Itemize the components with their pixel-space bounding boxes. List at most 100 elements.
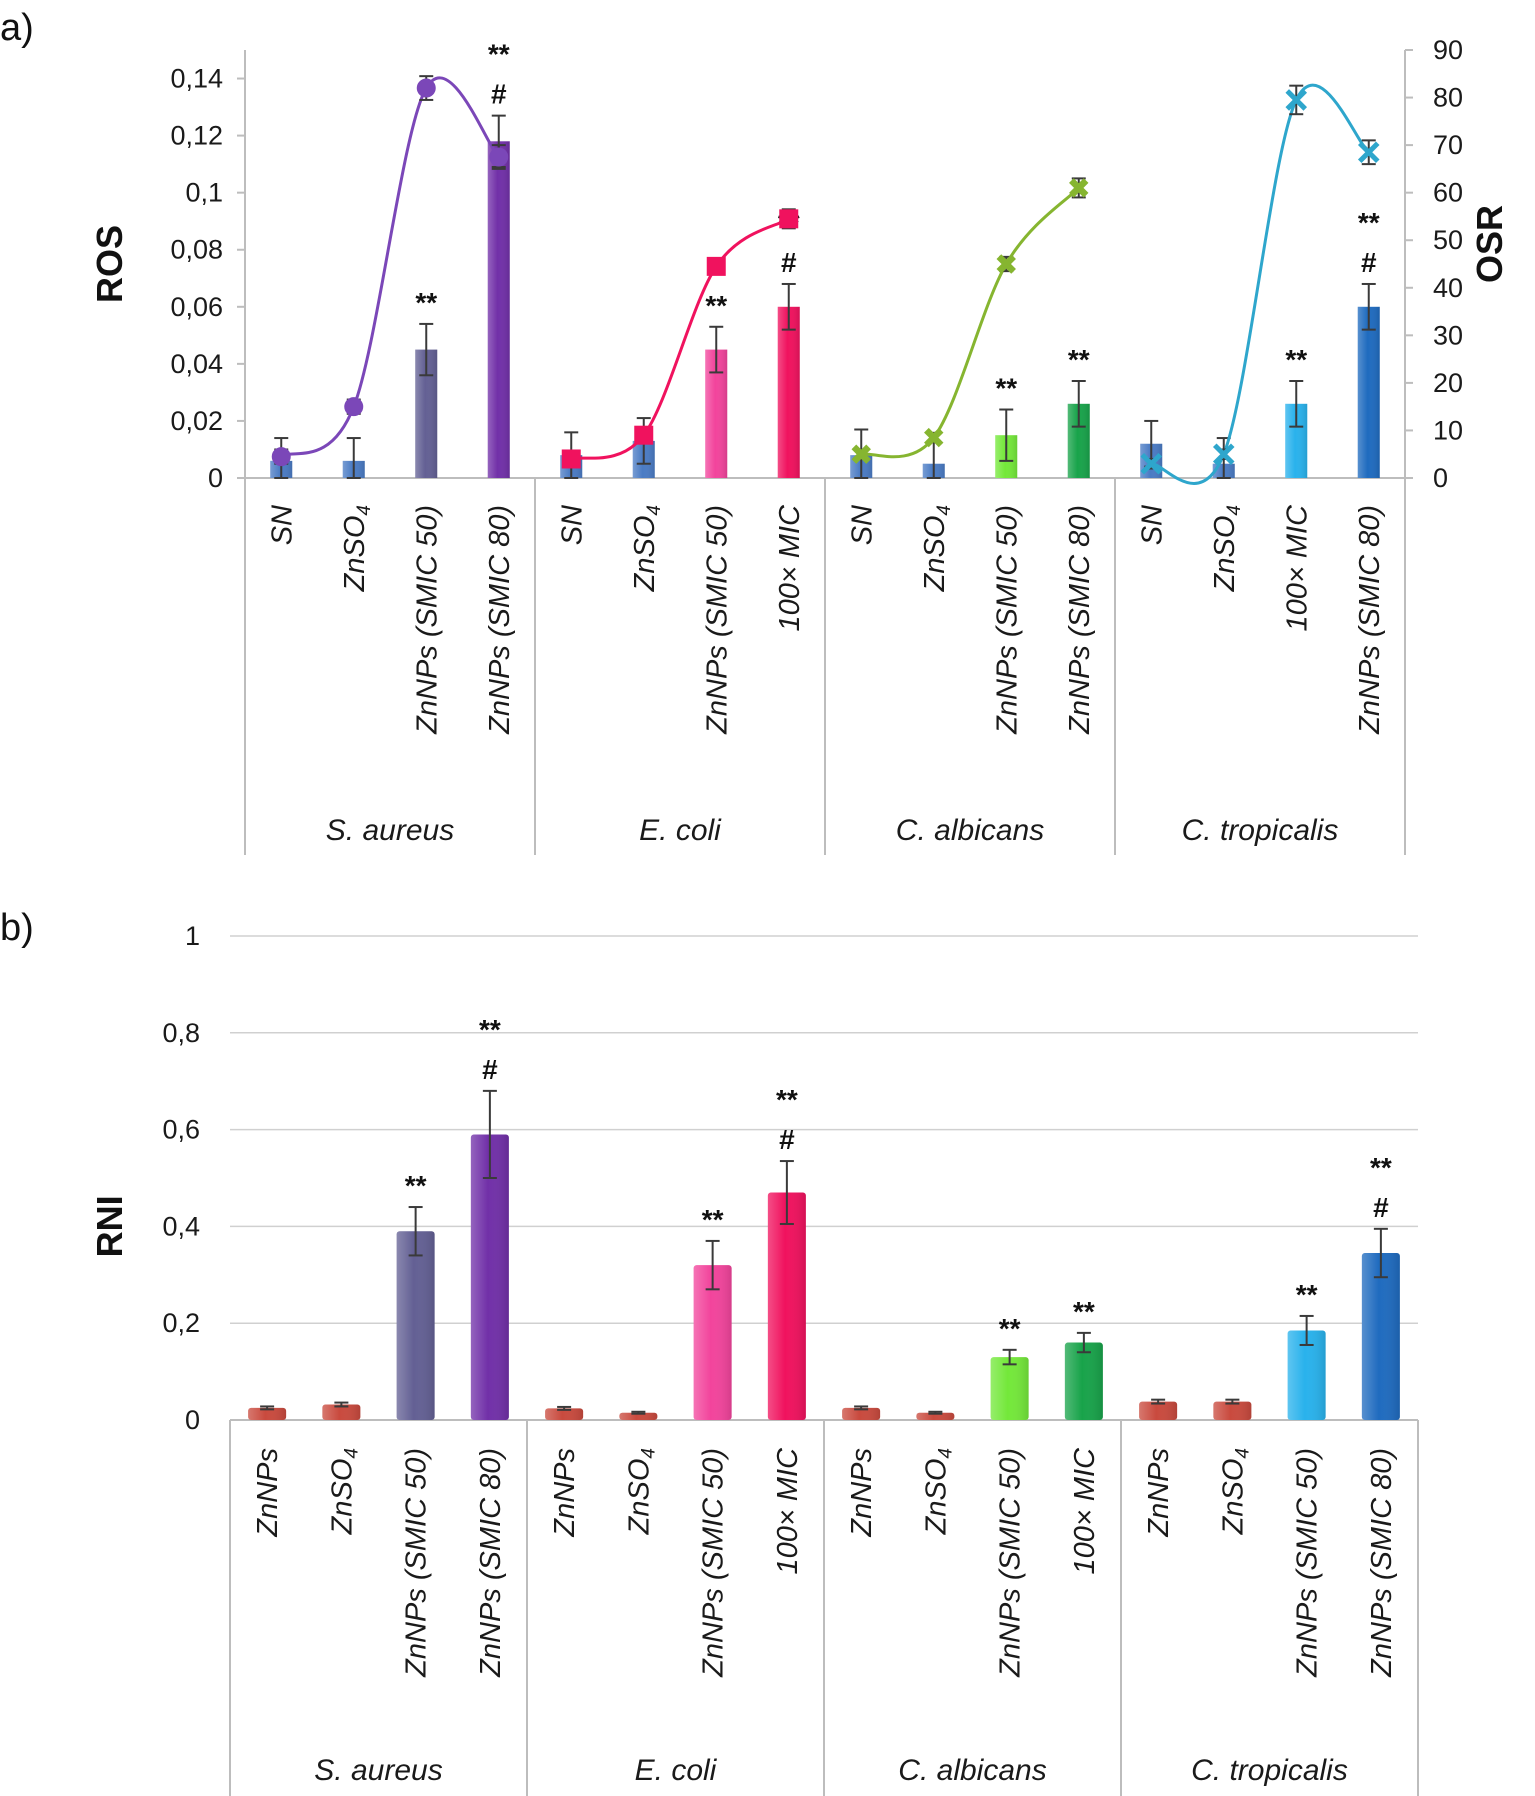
y-tick-label: 0,04 xyxy=(170,349,223,379)
rni-bar-shade xyxy=(396,1231,435,1420)
osr-point xyxy=(924,427,944,448)
rni-significance-stars: ** xyxy=(405,1170,427,1201)
group-label: S. aureus xyxy=(314,1754,442,1787)
y2-tick-label: 0 xyxy=(1433,463,1448,493)
x-category-label: ZnNPs xyxy=(1143,1448,1175,1538)
group-label: C. tropicalis xyxy=(1182,814,1339,847)
ros-significance-hash: # xyxy=(1361,247,1377,278)
y2-tick-label: 80 xyxy=(1433,83,1463,113)
rni-significance-stars: ** xyxy=(776,1084,798,1115)
rni-error-bar xyxy=(1225,1398,1240,1405)
ros-error-bar xyxy=(419,322,434,377)
rni-bar-shade xyxy=(842,1407,881,1420)
rni-error-bar xyxy=(1299,1314,1314,1346)
x-category-label: SN xyxy=(846,505,878,545)
ros-bar-shade xyxy=(1285,403,1308,478)
x-category-label: ZnNPs (SMIC 50) xyxy=(1292,1448,1324,1678)
panel-label-b: b) xyxy=(0,907,34,949)
x-category-label: ZnNPs (SMIC 50) xyxy=(698,1448,730,1678)
rni-bar-shade xyxy=(693,1265,732,1420)
group-e-coli: ZnNPs ZnSO4 ** ZnNPs (SMIC 50) ** #100× MIC E.… xyxy=(545,1084,806,1787)
rni-error-bar xyxy=(631,1410,646,1415)
y2-axis-title-osr: OSR xyxy=(1469,205,1510,283)
y-tick-label: 0 xyxy=(185,1405,200,1435)
y-tick-label: 0,02 xyxy=(170,406,223,436)
x-category-label: SN xyxy=(556,505,588,545)
x-category-label: ZnSO4 xyxy=(1209,505,1245,592)
rni-bar-shade xyxy=(1287,1330,1326,1420)
ros-error-bar xyxy=(1361,282,1376,331)
rni-bar-shade xyxy=(545,1408,584,1420)
x-category-label: ZnNPs (SMIC 80) xyxy=(475,1448,507,1678)
x-category-label: ZnNPs (SMIC 50) xyxy=(411,505,443,735)
ros-bar-shade xyxy=(415,349,438,478)
group-label: E. coli xyxy=(635,1754,718,1787)
osr-line xyxy=(1151,83,1370,485)
ros-significance-hash: # xyxy=(781,247,797,278)
group-s-aureus: SN ZnSO4 ** ZnNPs (SMIC 50) ** # ZnNPs (SMIC 8… xyxy=(266,39,516,847)
x-category-label: ZnNPs (SMIC 50) xyxy=(991,505,1023,735)
osr-point xyxy=(1212,443,1235,465)
ros-bar-shade xyxy=(1357,306,1380,478)
y2-tick-label: 60 xyxy=(1433,178,1463,208)
osr-point xyxy=(1140,452,1163,475)
ros-significance-stars: ** xyxy=(1285,344,1307,375)
x-category-label: ZnSO4 xyxy=(623,1448,659,1535)
y-tick-label: 0,6 xyxy=(162,1115,200,1145)
y2-tick-label: 10 xyxy=(1433,415,1463,445)
ros-bar-shade xyxy=(487,141,510,478)
osr-point xyxy=(344,397,364,417)
y-tick-label: 0,14 xyxy=(170,64,223,94)
x-category-label: 100× MIC xyxy=(1069,1447,1101,1575)
x-category-label: ZnNPs (SMIC 80) xyxy=(1064,505,1096,735)
rni-bar-shade xyxy=(619,1412,658,1420)
osr-point xyxy=(561,449,581,469)
x-category-label: SN xyxy=(1136,505,1168,545)
osr-line xyxy=(280,76,500,458)
group-label: C. tropicalis xyxy=(1191,1754,1348,1787)
rni-error-bar xyxy=(260,1405,275,1411)
y-axis-title-rni: RNI xyxy=(89,1195,130,1257)
x-category-label: ZnNPs (SMIC 80) xyxy=(1366,1448,1398,1678)
osr-point xyxy=(489,147,509,167)
ros-significance-stars: ** xyxy=(488,39,510,70)
x-category-label: ZnNPs (SMIC 80) xyxy=(1354,505,1386,735)
group-c-tropicalis: SN ZnSO4 ** 100× MIC ** # ZnNPs (SMIC 80) C. tr… xyxy=(1136,83,1386,847)
ros-error-bar xyxy=(1289,379,1304,428)
x-category-label: SN xyxy=(266,505,298,545)
y2-tick-label: 90 xyxy=(1433,35,1463,65)
ros-significance-stars: ** xyxy=(1358,207,1380,238)
ros-error-bar xyxy=(346,437,361,479)
y2-tick-label: 40 xyxy=(1433,273,1463,303)
osr-point xyxy=(779,209,799,229)
ros-bar-shade xyxy=(777,306,800,478)
chart-panel-rni: b) 0 0,2 0,4 0,6 0,8 1 RNI ZnNPs ZnSO4 ** ZnNPs (SM… xyxy=(0,907,1419,1796)
x-category-label: ZnSO4 xyxy=(1217,1448,1253,1535)
y-tick-label: 0 xyxy=(208,463,223,493)
ros-error-bar xyxy=(1071,379,1086,428)
ros-bar-shade xyxy=(1067,403,1090,478)
x-category-label: ZnNPs (SMIC 50) xyxy=(995,1448,1027,1678)
ros-significance-stars: ** xyxy=(1068,344,1090,375)
x-category-label: 100× MIC xyxy=(772,1447,804,1575)
x-category-label: ZnNPs (SMIC 50) xyxy=(401,1448,433,1678)
x-category-label: ZnNPs (SMIC 50) xyxy=(701,505,733,735)
rni-significance-hash: # xyxy=(1373,1192,1389,1223)
rni-error-bar xyxy=(1076,1331,1091,1354)
rni-error-bar xyxy=(705,1239,720,1291)
ros-significance-stars: ** xyxy=(995,373,1017,404)
rni-error-bar xyxy=(779,1160,794,1225)
rni-error-bar xyxy=(928,1410,943,1415)
osr-point xyxy=(634,425,654,445)
ros-error-bar xyxy=(781,282,796,331)
group-s-aureus: ZnNPs ZnSO4 ** ZnNPs (SMIC 50) ** # ZnNPs (SMI… xyxy=(248,1014,509,1787)
rni-bar-shade xyxy=(990,1357,1029,1420)
x-category-label: 100× MIC xyxy=(774,504,806,632)
osr-point xyxy=(996,254,1016,274)
y-tick-label: 0,8 xyxy=(162,1018,200,1048)
y2-tick-label: 50 xyxy=(1433,225,1463,255)
chart-panel-ros-osr: a) 0 0,02 0,04 0,06 0,08 0,1 0,12 0,14 0 10 20 30 40 5… xyxy=(0,7,1510,855)
y-axis-title-ros: ROS xyxy=(89,225,130,303)
rni-significance-stars: ** xyxy=(1073,1296,1095,1327)
